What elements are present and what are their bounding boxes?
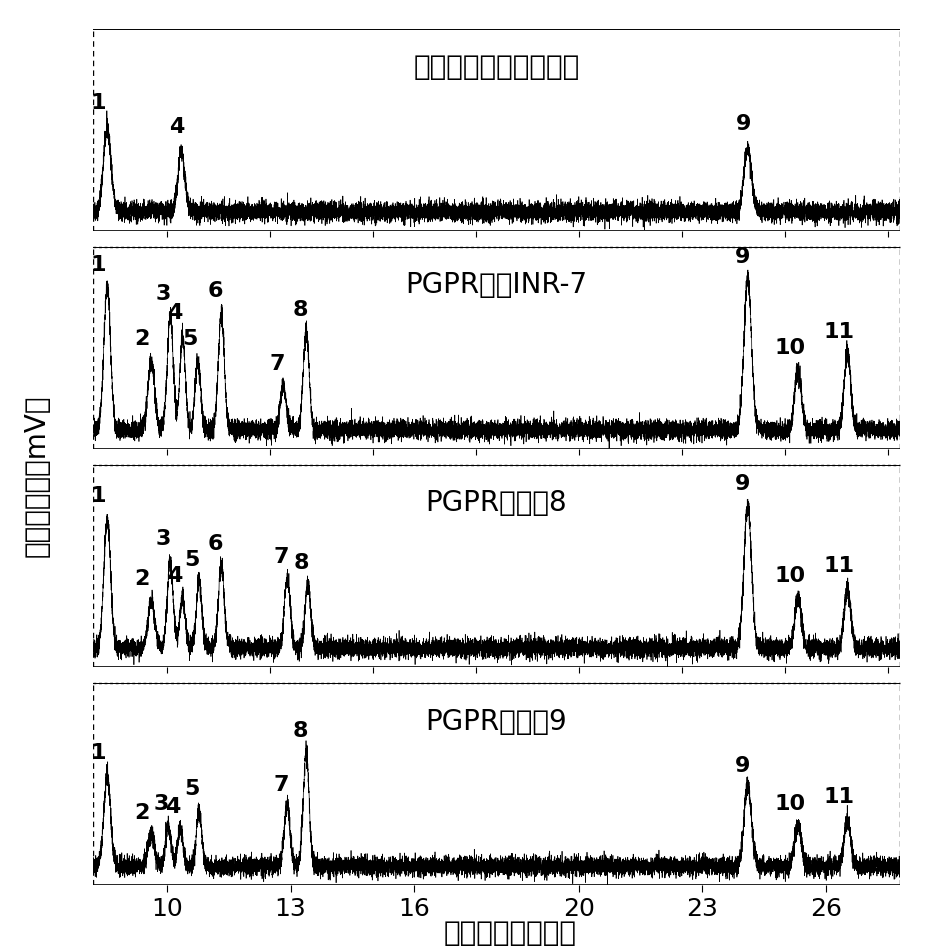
Text: 4: 4 [167, 566, 183, 586]
Text: 10: 10 [773, 794, 805, 814]
Text: 9: 9 [734, 756, 750, 776]
Text: 4: 4 [165, 797, 180, 817]
Text: 1: 1 [90, 255, 106, 275]
Text: 7: 7 [273, 546, 288, 566]
Text: 9: 9 [734, 474, 750, 494]
Text: 1: 1 [90, 486, 106, 506]
Text: 9: 9 [734, 248, 750, 268]
Text: 3: 3 [155, 284, 171, 304]
Text: 8: 8 [294, 553, 309, 573]
Text: PGPR菌株INR-7: PGPR菌株INR-7 [405, 271, 587, 299]
Text: 9: 9 [735, 113, 751, 133]
Text: 5: 5 [184, 780, 199, 800]
Text: 2: 2 [134, 803, 150, 823]
Text: 11: 11 [823, 323, 854, 343]
Text: 5: 5 [183, 328, 197, 348]
Text: 检测器响应（mV）: 检测器响应（mV） [23, 395, 51, 557]
Text: 8: 8 [292, 300, 308, 320]
Text: 3: 3 [153, 794, 169, 814]
Text: 6: 6 [207, 281, 222, 301]
Text: 6: 6 [207, 534, 222, 554]
Text: 4: 4 [167, 303, 183, 323]
Text: PGPR掺混刖8: PGPR掺混刖8 [425, 489, 566, 517]
Text: 7: 7 [269, 354, 285, 374]
Text: 11: 11 [823, 787, 854, 807]
Text: 1: 1 [90, 93, 106, 113]
Text: PGPR掺混刖9: PGPR掺混刖9 [425, 707, 566, 736]
Text: 2: 2 [134, 328, 150, 348]
Text: 10: 10 [773, 566, 805, 586]
Text: 4: 4 [170, 117, 184, 137]
Text: 2: 2 [134, 569, 150, 589]
Text: 10: 10 [773, 338, 805, 358]
Text: 7: 7 [273, 775, 288, 795]
Text: 11: 11 [823, 556, 854, 576]
Text: 3: 3 [155, 529, 171, 549]
Text: 保留时间（分钟）: 保留时间（分钟） [443, 919, 577, 947]
Text: 未处理的（对照）棉花: 未处理的（对照）棉花 [413, 52, 579, 81]
Text: 8: 8 [292, 721, 308, 741]
Text: 5: 5 [184, 550, 199, 570]
Text: 1: 1 [90, 743, 106, 763]
